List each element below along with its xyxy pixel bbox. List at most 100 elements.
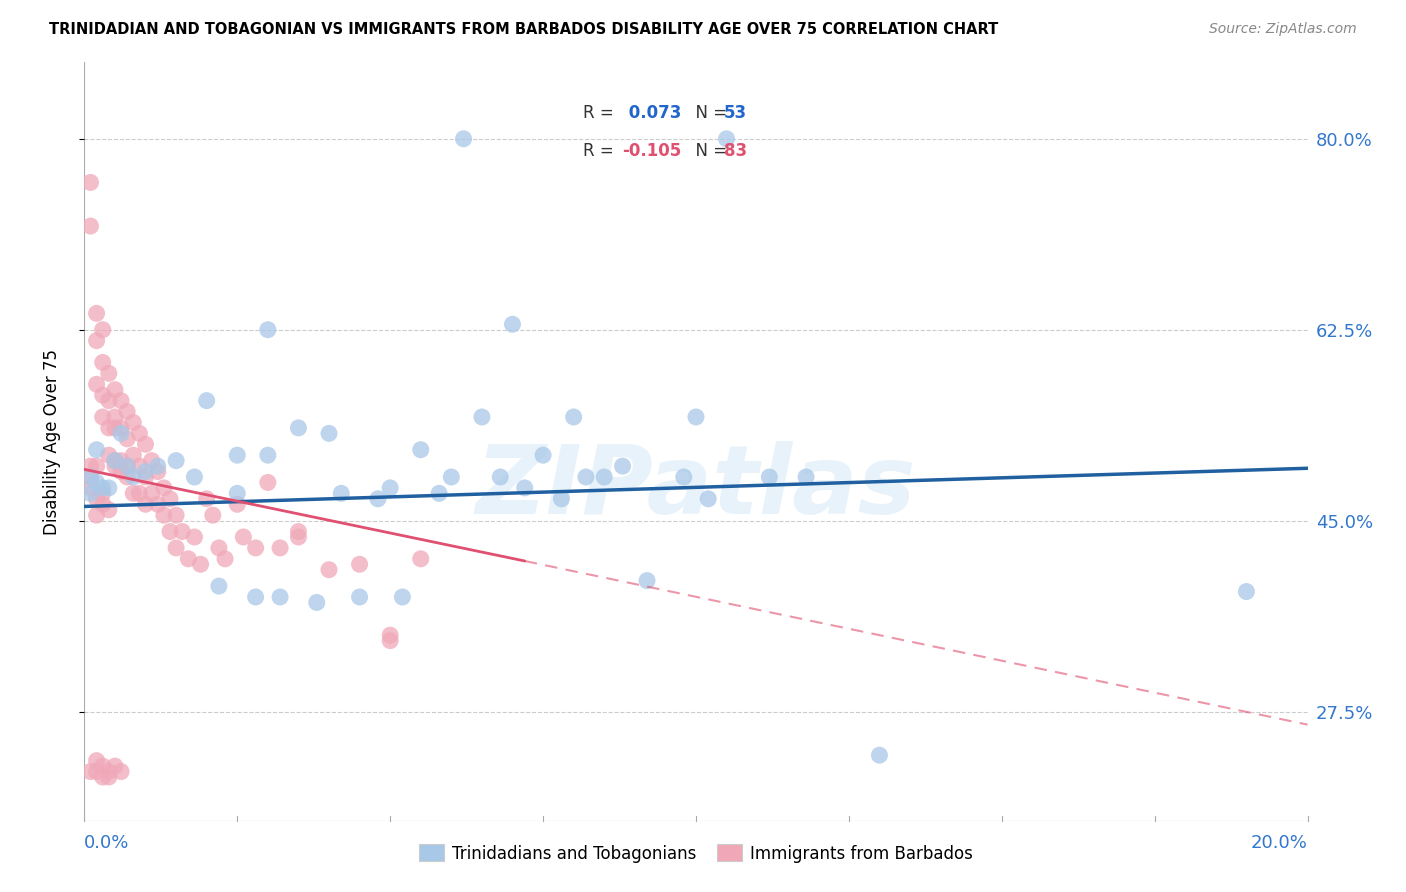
Point (208, 579, 231, 593)
Point (97, 502, 120, 516)
Point (165, 541, 187, 555)
Point (201, 508, 224, 523)
Point (110, 393, 132, 408)
Point (135, 470, 157, 484)
Point (318, 426, 340, 441)
Point (330, 486, 353, 500)
Point (104, 409, 127, 424)
Y-axis label: Disability Age Over 75: Disability Age Over 75 (42, 349, 60, 534)
Point (349, 558, 371, 572)
Point (349, 590, 371, 604)
Point (86, 377, 108, 392)
Point (104, 459, 127, 474)
Point (183, 470, 205, 484)
Point (91, 481, 114, 495)
Point (110, 465, 132, 479)
Point (287, 421, 309, 435)
Point (305, 595, 328, 609)
Point (91, 497, 114, 511)
Text: 0.073: 0.073 (623, 104, 681, 122)
Point (214, 551, 236, 566)
Point (110, 421, 132, 435)
Point (269, 541, 291, 555)
Point (104, 383, 127, 397)
Point (86, 764, 108, 779)
Point (115, 459, 138, 474)
Point (122, 470, 145, 484)
Point (79, 470, 101, 484)
Point (232, 530, 254, 544)
Point (128, 426, 150, 441)
Point (135, 465, 157, 479)
Point (612, 459, 634, 474)
Text: -0.105: -0.105 (623, 142, 682, 160)
Point (141, 453, 163, 467)
Point (575, 470, 598, 484)
Point (79, 176, 101, 190)
Point (165, 508, 187, 523)
Point (427, 486, 450, 500)
Point (104, 759, 127, 773)
Text: R =: R = (583, 104, 620, 122)
Point (562, 409, 585, 424)
Point (115, 470, 138, 484)
Point (287, 530, 309, 544)
Point (86, 334, 108, 348)
Point (697, 491, 720, 506)
Point (550, 491, 572, 506)
Point (471, 409, 494, 424)
Point (195, 393, 218, 408)
Point (153, 508, 176, 523)
Text: N =: N = (685, 142, 733, 160)
Point (159, 524, 181, 539)
Point (287, 524, 309, 539)
Point (110, 764, 132, 779)
Point (257, 448, 280, 462)
Point (869, 748, 891, 763)
Point (489, 470, 512, 484)
Point (135, 497, 157, 511)
Point (91, 388, 114, 402)
Point (91, 355, 114, 369)
Point (794, 470, 817, 484)
Point (380, 633, 402, 648)
Point (146, 497, 169, 511)
Point (79, 486, 101, 500)
Point (135, 437, 157, 451)
Point (110, 426, 132, 441)
Point (79, 481, 101, 495)
Point (97, 421, 120, 435)
Point (97, 481, 120, 495)
Point (97, 448, 120, 462)
Text: 20.0%: 20.0% (1251, 834, 1308, 852)
Point (159, 491, 181, 506)
Point (91, 323, 114, 337)
Point (128, 486, 150, 500)
Legend: Trinidadians and Tobagonians, Immigrants from Barbados: Trinidadians and Tobagonians, Immigrants… (412, 838, 980, 869)
Text: ZIPatlas: ZIPatlas (475, 441, 917, 533)
Point (115, 432, 138, 446)
Point (716, 132, 738, 146)
Point (104, 453, 127, 467)
Point (190, 558, 212, 572)
Point (257, 323, 280, 337)
Point (636, 574, 658, 588)
Point (758, 470, 780, 484)
Point (153, 481, 176, 495)
Point (593, 470, 616, 484)
Point (318, 563, 340, 577)
Point (226, 486, 249, 500)
Point (245, 590, 267, 604)
Point (79, 470, 101, 484)
Point (91, 409, 114, 424)
Point (97, 764, 120, 779)
Point (672, 470, 695, 484)
Point (195, 491, 218, 506)
Point (141, 486, 163, 500)
Point (453, 132, 475, 146)
Point (165, 453, 187, 467)
Text: 53: 53 (724, 104, 747, 122)
Point (86, 459, 108, 474)
Point (110, 453, 132, 467)
Text: 0.0%: 0.0% (84, 834, 129, 852)
